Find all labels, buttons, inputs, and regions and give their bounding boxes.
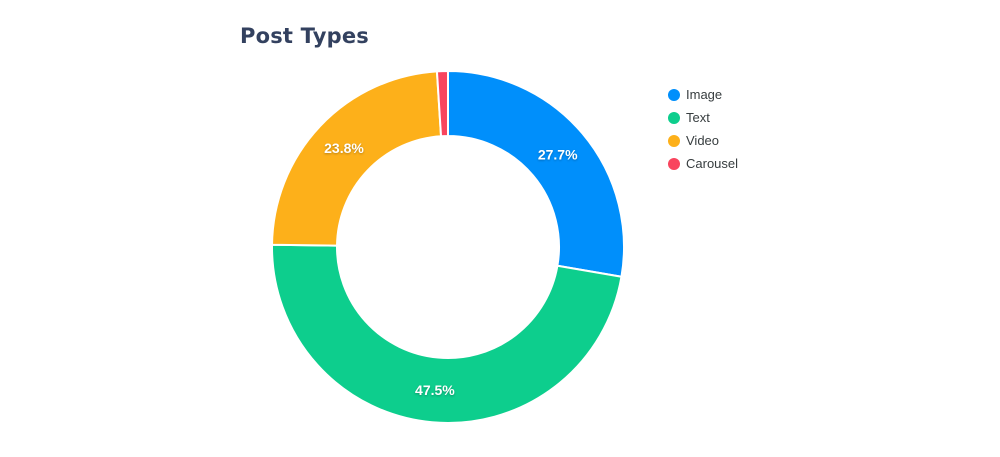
legend-marker-video — [668, 135, 680, 147]
legend-marker-text — [668, 112, 680, 124]
legend-item-carousel[interactable]: Carousel — [668, 157, 738, 171]
slice-label-image: 27.7% — [538, 147, 578, 163]
slice-label-video: 23.8% — [324, 140, 364, 156]
legend-label-text: Text — [686, 110, 710, 125]
donut-slice-carousel[interactable] — [435, 70, 449, 138]
chart-legend: Image Text Video Carousel — [668, 88, 738, 180]
legend-item-image[interactable]: Image — [668, 88, 738, 102]
donut-slice-image[interactable] — [447, 70, 625, 278]
chart-title: Post Types — [240, 24, 369, 48]
legend-label-image: Image — [686, 87, 723, 102]
slice-label-text: 47.5% — [415, 382, 455, 398]
donut-slice-video[interactable] — [271, 70, 443, 247]
donut-slice-text[interactable] — [271, 243, 623, 424]
legend-marker-carousel — [668, 158, 680, 170]
legend-label-video: Video — [686, 133, 720, 148]
legend-item-video[interactable]: Video — [668, 134, 738, 148]
legend-marker-image — [668, 89, 680, 101]
legend-item-text[interactable]: Text — [668, 111, 738, 125]
legend-label-carousel: Carousel — [686, 156, 739, 171]
